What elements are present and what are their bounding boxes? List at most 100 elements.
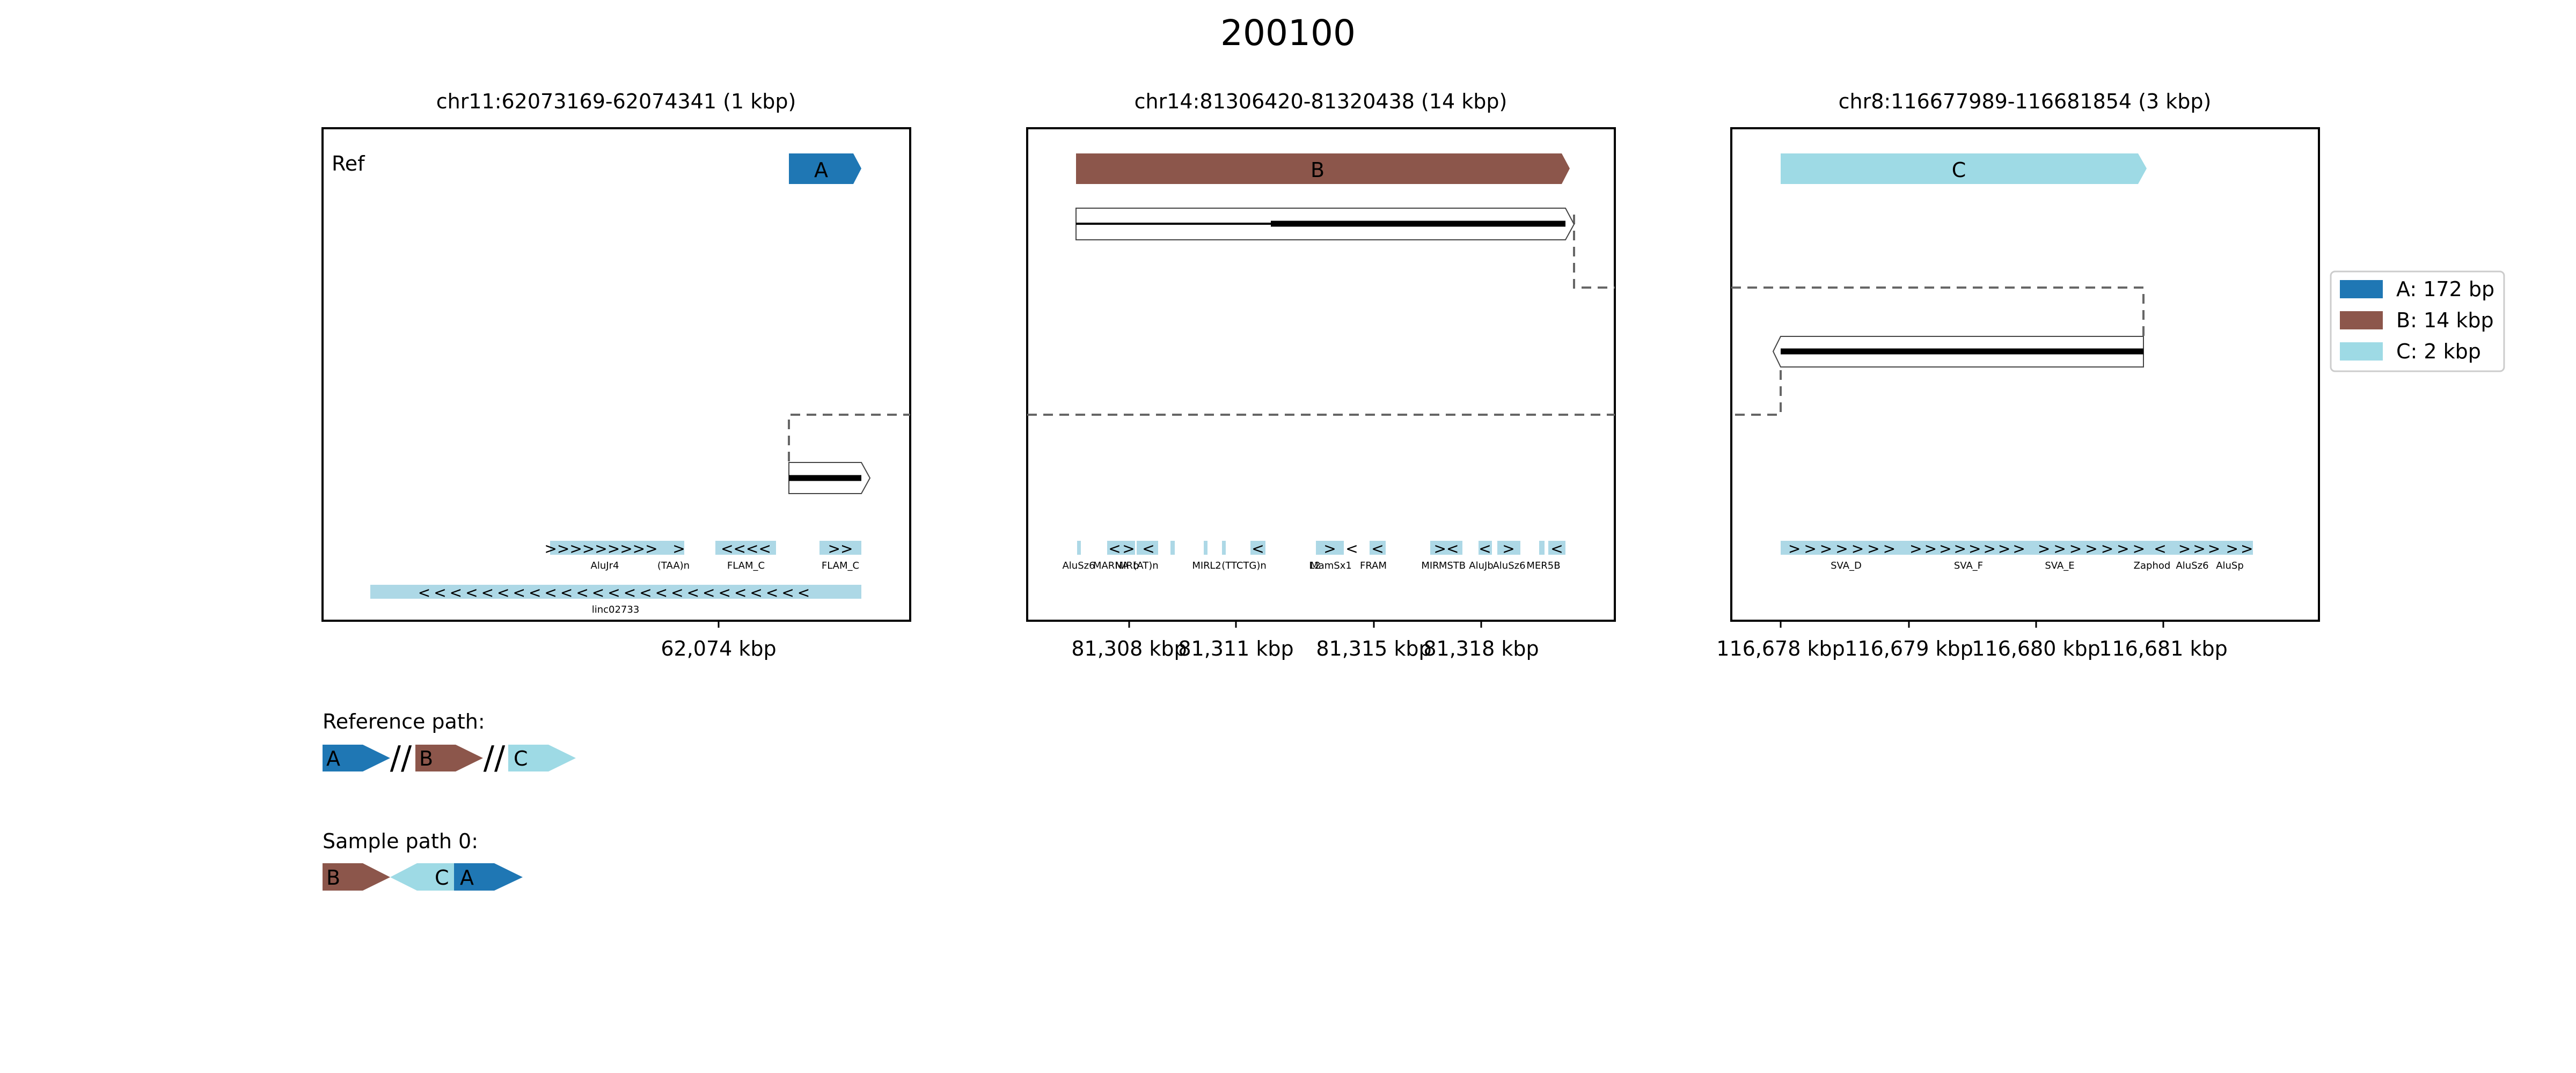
reference-path-break: // — [484, 739, 506, 777]
sample-path-segment-b — [323, 863, 390, 891]
repeat-arrows: >> — [828, 540, 853, 557]
sample-path-segment-c — [390, 863, 454, 891]
panel-2-title: chr14:81306420-81320438 (14 kbp) — [1135, 90, 1507, 113]
repeat-arrows: >>> — [2178, 540, 2222, 557]
segment-c-block — [1781, 153, 2147, 184]
repeat-label: MIR — [1192, 560, 1210, 571]
repeat-bar — [2178, 541, 2229, 555]
repeat-label: FLAM_C — [822, 560, 859, 571]
repeat-bar — [1479, 541, 1492, 555]
repeat-label: MARNA — [1093, 560, 1129, 571]
connector-c-top — [1731, 286, 2145, 336]
repeat-label: Zaphod — [2134, 560, 2171, 571]
tick-label: 116,679 kbp — [1845, 637, 1973, 660]
repeat-arrows: >> — [2226, 540, 2256, 557]
repeat-label: (AT)n — [1133, 560, 1158, 571]
repeat-label: MER5B — [1526, 560, 1560, 571]
repeat-bar — [1137, 541, 1158, 555]
sample-path: B C A — [323, 863, 523, 891]
segment-b-block — [1076, 153, 1570, 184]
repeat-label: L2 — [1210, 560, 1221, 571]
legend-label-a: A: 172 bp — [2396, 277, 2494, 301]
tick-label: 116,680 kbp — [1972, 637, 2100, 660]
repeat-bar — [1122, 541, 1135, 555]
panel-3-title: chr8:116677989-116681854 (3 kbp) — [1839, 90, 2212, 113]
repeat-bar — [1548, 541, 1565, 555]
legend-swatch-c — [2340, 342, 2383, 361]
tick-label: 81,311 kbp — [1178, 637, 1293, 660]
sample-path-segment-a-label: A — [460, 866, 474, 890]
repeat-bar — [2229, 541, 2253, 555]
repeat-arrows: > — [1502, 540, 1514, 557]
figure-title: 200100 — [1220, 12, 1356, 54]
repeat-arrows: <<<< — [721, 540, 771, 557]
repeat-bar — [2030, 541, 2156, 555]
repeat-bar — [1077, 541, 1081, 555]
axis-tick-labels: 62,074 kbp 81,308 kbp 81,311 kbp 81,315 … — [661, 637, 2227, 660]
tick-label: 81,318 kbp — [1423, 637, 1539, 660]
aligned-blocks — [788, 208, 2144, 494]
segment-blocks: A B C — [789, 153, 2147, 184]
segment-b-label: B — [1311, 158, 1324, 182]
repeat-arrows: >>>>>>>> — [1909, 540, 2028, 557]
connector-a-to-b — [788, 414, 910, 461]
repeat-label: MIRb — [1115, 560, 1139, 571]
reference-path-break: // — [390, 739, 412, 777]
repeat-label: AluJb — [1469, 560, 1493, 571]
repeat-bar — [550, 541, 652, 555]
reference-path-segment-c-label: C — [514, 747, 528, 770]
repeat-label: AluSp — [2216, 560, 2244, 571]
repeat-arrows: < — [2154, 540, 2166, 557]
repeat-bar — [1539, 541, 1545, 555]
repeat-arrows: < — [1252, 540, 1264, 557]
reference-path-segment-a-label: A — [326, 747, 340, 770]
repeat-label: MSTB — [1439, 560, 1466, 571]
repeat-arrows: < — [1479, 540, 1491, 557]
repeat-bar — [1781, 541, 1907, 555]
repeat-label: SVA_E — [2045, 560, 2074, 571]
reference-path-segment-b-label: B — [419, 747, 433, 770]
repeat-bar — [1907, 541, 2030, 555]
repeat-label: (TAA)n — [657, 560, 690, 571]
legend-label-b: B: 14 kbp — [2396, 308, 2494, 332]
repeat-bar — [1107, 541, 1122, 555]
repeat-bar — [819, 541, 861, 555]
repeat-arrows: > — [1323, 540, 1336, 557]
tick-label: 116,678 kbp — [1716, 637, 1845, 660]
tick-label: 81,315 kbp — [1316, 637, 1431, 660]
segment-a-block — [789, 153, 861, 184]
connector-b-right — [1573, 215, 1615, 289]
repeat-label: SVA_D — [1831, 560, 1862, 571]
tick-label: 81,308 kbp — [1071, 637, 1187, 660]
connector-c-bottom — [1731, 354, 1782, 416]
repeat-label: AluJr4 — [591, 560, 619, 571]
legend-swatch-b — [2340, 311, 2383, 329]
sample-path-segment-c-label: C — [435, 866, 449, 890]
panel-1-title: chr11:62073169-62074341 (1 kbp) — [436, 90, 796, 113]
repeat-bar — [1430, 541, 1462, 555]
reference-path: A // B // C — [323, 739, 576, 777]
repeat-bar — [370, 585, 861, 599]
axis-ticks — [718, 621, 2164, 628]
repeat-arrows: < — [1142, 540, 1154, 557]
repeat-label: AluSz6 — [2176, 560, 2208, 571]
sample-path-label: Sample path 0: — [323, 829, 478, 853]
legend: A: 172 bp B: 14 kbp C: 2 kbp — [2330, 270, 2505, 372]
repeat-arrows: >>>>>>>>> — [544, 540, 657, 557]
repeat-bar — [1316, 541, 1344, 555]
segment-c-label: C — [1952, 158, 1966, 182]
legend-label-c: C: 2 kbp — [2396, 340, 2481, 363]
repeat-arrows: >>>>>>> — [1788, 540, 1899, 557]
repeat-label: linc02733 — [592, 604, 640, 615]
repeat-arrows: >>>>>>> — [2038, 540, 2148, 557]
reference-path-segment-b — [415, 745, 483, 771]
panel-3-frame — [1730, 127, 2320, 622]
repeat-label: FLAM_C — [727, 560, 765, 571]
repeat-annotations: >>>>>>>>> > <<<< >> AluJr4 (TAA)n FLAM_C… — [370, 540, 2256, 615]
repeat-arrows: <<<<<<<<<<<<<<<<<<<<<<<<< — [418, 584, 814, 601]
repeat-bar — [1250, 541, 1265, 555]
repeat-bar — [1204, 541, 1208, 555]
tick-label: 116,681 kbp — [2099, 637, 2227, 660]
repeat-bar — [2156, 541, 2178, 555]
